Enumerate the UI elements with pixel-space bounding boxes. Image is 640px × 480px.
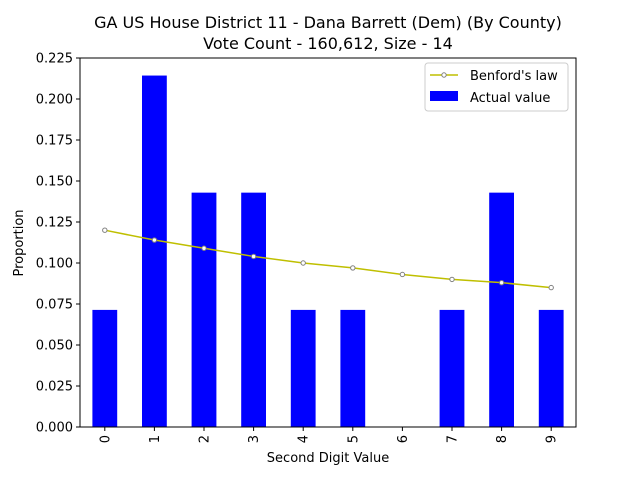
bar [439,309,465,427]
benford-marker [498,279,505,286]
x-tick-label: 6 [396,435,411,443]
bar [538,309,564,427]
benford-line [104,229,552,289]
benford-marker [548,284,554,291]
x-tick-label: 4 [297,435,312,443]
legend: Benford's law Actual value [424,62,569,112]
y-tick-label: 0.200 [36,93,73,108]
benford-marker [250,253,257,260]
x-tick-label: 9 [545,435,560,443]
bar [241,192,266,427]
benford-marker [449,276,455,283]
benford-marker [201,245,207,251]
y-tick-label: 0.000 [36,421,73,436]
legend-label-benford: Benford's law [470,69,558,84]
y-tick-label: 0.050 [36,339,73,354]
x-axis-label: Second Digit Value [267,451,389,466]
x-tick-label: 7 [446,435,461,443]
legend-frame [424,62,569,112]
bar [142,75,167,427]
bar [340,309,366,427]
legend-bar-swatch [430,91,458,101]
benford-marker [151,237,158,243]
legend-label-actual: Actual value [470,91,550,106]
x-tick-label: 1 [148,435,163,443]
y-axis-label: Proportion [12,209,27,276]
bar [92,309,118,427]
x-tick-label: 2 [198,435,213,443]
y-tick-label: 0.075 [36,298,73,313]
y-tick-label: 0.150 [36,175,73,190]
legend-line-marker [441,72,447,78]
bar [290,309,316,427]
benford-marker [399,271,406,278]
benford-marker [102,227,108,233]
y-tick-label: 0.225 [36,52,73,67]
x-tick-label: 0 [98,435,113,443]
y-tick-label: 0.125 [36,216,73,231]
chart-subtitle: Vote Count - 160,612, Size - 14 [203,34,453,53]
bar [191,192,217,427]
x-tick-label: 5 [346,435,361,443]
benford-marker [350,265,356,271]
x-tick-label: 8 [495,435,510,443]
axes-frame [79,57,577,428]
y-tick-label: 0.175 [36,134,73,149]
y-tick-label: 0.100 [36,257,73,272]
benford-marker [300,260,306,266]
bar [489,192,514,427]
chart-title: GA US House District 11 - Dana Barrett (… [94,13,562,32]
y-tick-label: 0.025 [36,380,73,395]
plot-area: 0.000 0.025 0.050 0.075 0.100 0.125 0.150 0.175… [36,52,577,443]
x-tick-label: 3 [247,435,262,443]
